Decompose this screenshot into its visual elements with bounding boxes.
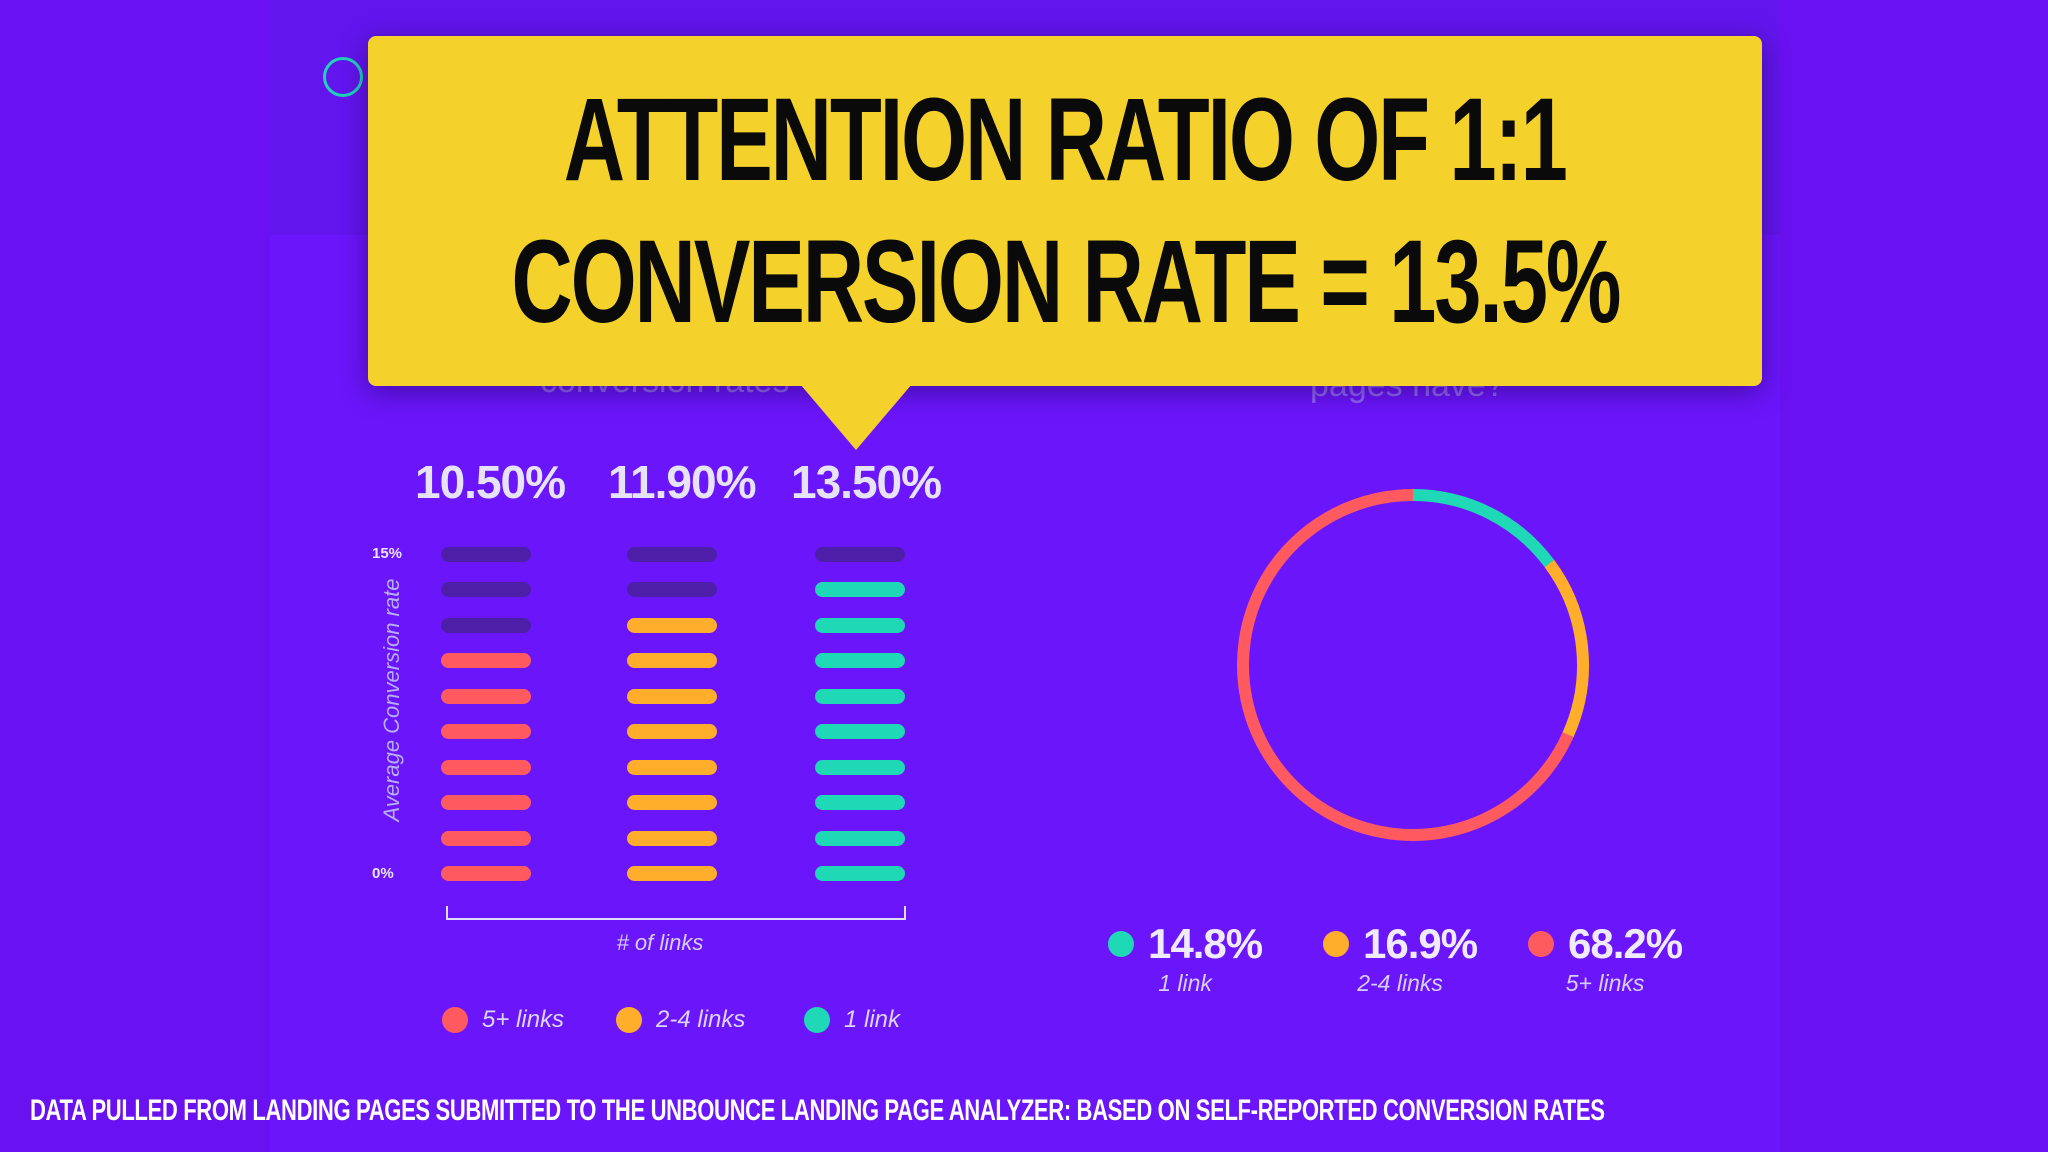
pie-value-label: 14.8%: [1148, 920, 1263, 967]
bar-segment-filled: [627, 618, 717, 633]
bar-value-label: 13.50%: [791, 456, 942, 508]
source-footnote: Data pulled from landing pages submitted…: [30, 1094, 1605, 1127]
bar-segment-filled: [441, 724, 531, 739]
legend-dot-icon: [442, 1007, 468, 1033]
bar-segment-filled: [815, 653, 905, 668]
bar-segment-filled: [441, 831, 531, 846]
bar-segment-filled: [627, 866, 717, 881]
bar-segment-filled: [815, 689, 905, 704]
pie-category-label: 5+ links: [1565, 970, 1645, 996]
legend-label: 1 link: [844, 1006, 901, 1033]
pie-value-label: 16.9%: [1363, 920, 1478, 967]
legend-item-2to4: 2-4 links: [616, 1006, 745, 1034]
bar-segment-filled: [441, 795, 531, 810]
pie-dot-icon: [1323, 931, 1349, 957]
legend-dot-icon: [804, 1007, 830, 1033]
bar-segment-filled: [815, 618, 905, 633]
bar-segment-filled: [441, 760, 531, 775]
bar-segment-filled: [815, 760, 905, 775]
bar-segment-empty: [441, 618, 531, 633]
bar-segment-filled: [815, 866, 905, 881]
callout-pointer: [800, 384, 912, 450]
bar-segment-filled: [627, 653, 717, 668]
bar-segment-filled: [627, 831, 717, 846]
pie-label-2to4: 16.9% 2-4 links: [1323, 920, 1478, 997]
pie-label-5plus: 68.2% 5+ links: [1528, 920, 1683, 997]
bar-segment-filled: [441, 866, 531, 881]
pie-category-label: 1 link: [1158, 970, 1212, 996]
callout-banner: Attention ratio of 1:1 Conversion rate =…: [368, 36, 1762, 386]
y-tick-label: 15%: [372, 545, 403, 562]
y-axis-label-text: Average Conversion rate: [379, 578, 404, 822]
legend-item-5plus: 5+ links: [442, 1006, 564, 1034]
bar-segment-filled: [627, 795, 717, 810]
bar-segment-empty: [441, 582, 531, 597]
bar-segment-filled: [441, 653, 531, 668]
pie-dot-icon: [1108, 931, 1134, 957]
bar-segment-filled: [815, 582, 905, 597]
bar-segment-filled: [441, 689, 531, 704]
legend-dot-icon: [616, 1007, 642, 1033]
bar-segment-filled: [627, 689, 717, 704]
bar-segment-empty: [627, 582, 717, 597]
bar-value-label: 10.50%: [415, 456, 566, 508]
pie-label-1link: 14.8% 1 link: [1108, 920, 1263, 997]
legend-item-1link: 1 link: [804, 1006, 900, 1034]
decorative-circle-icon: [323, 57, 363, 97]
legend-label: 5+ links: [482, 1006, 565, 1033]
donut-slice: [1412, 489, 1555, 568]
bar-segment-filled: [627, 760, 717, 775]
donut-slice: [1237, 489, 1574, 841]
bar-segment-filled: [627, 724, 717, 739]
x-axis-bracket: [446, 906, 906, 920]
legend-label: 2-4 links: [656, 1006, 746, 1033]
bar-segment-filled: [815, 724, 905, 739]
pie-category-label: 2-4 links: [1357, 970, 1443, 996]
callout-line-1: Attention ratio of 1:1: [564, 74, 1568, 206]
bar-segment-empty: [815, 547, 905, 562]
x-axis-label: # of links: [616, 930, 704, 955]
pie-value-label: 68.2%: [1568, 920, 1683, 967]
pie-dot-icon: [1528, 931, 1554, 957]
bar-segment-filled: [815, 795, 905, 810]
donut-chart: [1237, 489, 1589, 841]
bar-segment-empty: [441, 547, 531, 562]
bar-value-label: 11.90%: [608, 456, 756, 508]
bar-segment-empty: [627, 547, 717, 562]
donut-slice: [1544, 559, 1589, 738]
bar-segment-filled: [815, 831, 905, 846]
callout-line-2: Conversion rate = 13.5%: [511, 216, 1621, 348]
y-tick-label: 0%: [372, 865, 394, 882]
